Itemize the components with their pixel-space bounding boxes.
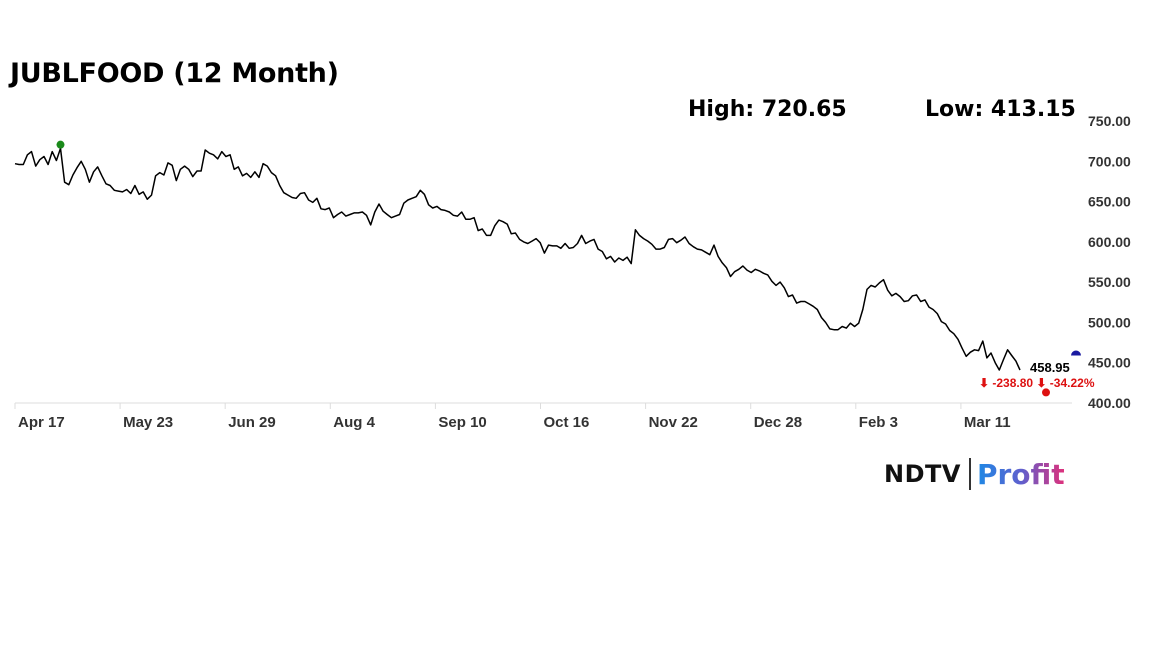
- low-label: Low: 413.15: [925, 97, 1076, 122]
- x-tick-label: Nov 22: [649, 414, 698, 431]
- y-tick-label: 400.00: [1088, 395, 1131, 411]
- ndtv-profit-logo: NDTV Profit: [884, 456, 1065, 492]
- x-tick-label: Jun 29: [228, 414, 276, 431]
- logo-divider: [968, 458, 971, 490]
- y-tick-label: 600.00: [1088, 234, 1131, 250]
- last-price-marker: [1071, 350, 1081, 356]
- y-tick-label: 750.00: [1088, 113, 1131, 129]
- x-tick-label: Apr 17: [18, 414, 65, 431]
- y-tick-label: 500.00: [1088, 314, 1131, 330]
- logo-ndtv-text: NDTV: [884, 460, 961, 488]
- x-tick-label: Mar 11: [964, 414, 1011, 431]
- y-tick-label: 450.00: [1088, 355, 1131, 371]
- low-marker: [1042, 388, 1050, 397]
- x-tick-label: Sep 10: [438, 414, 486, 431]
- high-label: High: 720.65: [688, 97, 847, 122]
- logo-profit-text: Profit: [976, 457, 1065, 491]
- x-tick-label: Oct 16: [544, 414, 590, 431]
- price-series-line: [14, 147, 1021, 371]
- x-tick-label: May 23: [123, 414, 173, 431]
- y-tick-label: 650.00: [1088, 194, 1131, 210]
- last-price-label: 458.95: [1030, 360, 1070, 375]
- chart-title: JUBLFOOD (12 Month): [10, 58, 339, 89]
- x-tick-label: Aug 4: [333, 414, 375, 431]
- y-tick-label: 550.00: [1088, 274, 1131, 290]
- x-tick-label: Dec 28: [754, 414, 802, 431]
- high-marker: [56, 140, 65, 149]
- x-tick-label: Feb 3: [859, 414, 898, 431]
- change-label: ⬇ -238.80 ⬇ -34.22%: [979, 376, 1095, 390]
- x-axis: Apr 17 May 23 Jun 29 Aug 4 Sep 10 Oct 16 Nov 2…: [14, 403, 1011, 431]
- y-axis: 750.00 700.00 650.00 600.00 550.00 500.00 450.…: [1088, 113, 1131, 411]
- y-tick-label: 700.00: [1088, 153, 1131, 169]
